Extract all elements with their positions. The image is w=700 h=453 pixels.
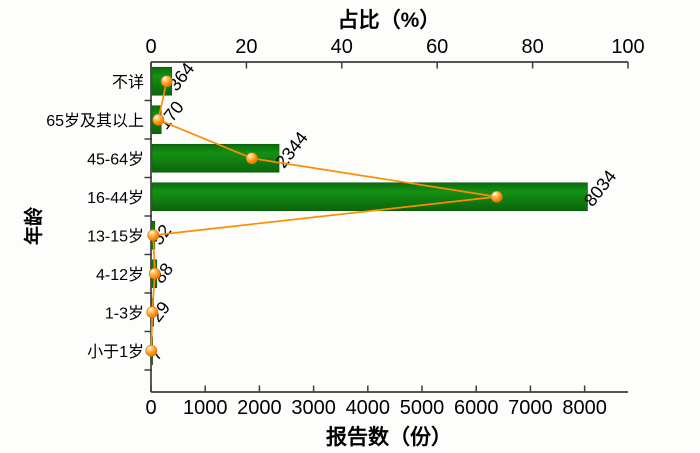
- category-label: 45-64岁: [87, 150, 144, 168]
- percentage-marker: [490, 190, 503, 203]
- top-axis-tick-label: 100: [611, 36, 644, 58]
- category-label: 不详: [112, 73, 144, 91]
- top-axis-title: 占比（%）: [338, 8, 441, 32]
- percentage-marker: [160, 75, 173, 88]
- percentage-marker: [152, 113, 165, 126]
- category-label: 4-12岁: [96, 266, 144, 284]
- left-axis-title: 年龄: [22, 206, 45, 245]
- top-axis-tick-label: 0: [145, 36, 156, 58]
- bottom-axis-tick-label: 2000: [237, 397, 282, 419]
- category-label: 65岁及其以上: [46, 112, 144, 130]
- category-label: 16-44岁: [87, 189, 144, 207]
- bottom-axis-tick-label: 4000: [346, 397, 391, 419]
- bottom-axis-title: 报告数（份）: [326, 425, 452, 449]
- percentage-marker: [147, 229, 160, 242]
- top-axis-tick-label: 20: [235, 36, 257, 58]
- top-axis-tick-label: 40: [331, 36, 353, 58]
- percentage-line: [150, 81, 497, 351]
- percentage-marker: [146, 306, 159, 319]
- percentage-marker: [145, 344, 158, 357]
- top-axis-tick-label: 60: [426, 36, 448, 58]
- bottom-axis-tick-label: 1000: [183, 397, 228, 419]
- category-label: 小于1岁: [87, 343, 144, 361]
- category-label: 1-3岁: [105, 304, 144, 322]
- bottom-axis-tick-label: 5000: [400, 397, 445, 419]
- bottom-axis-tick-label: 0: [145, 397, 156, 419]
- bottom-axis-tick-label: 3000: [291, 397, 336, 419]
- category-label: 13-15岁: [87, 227, 144, 245]
- bar: [151, 143, 280, 173]
- bar: [151, 182, 588, 212]
- top-axis-tick-label: 80: [521, 36, 543, 58]
- bottom-axis-tick-label: 7000: [508, 397, 553, 419]
- bottom-axis-tick-label: 6000: [454, 397, 499, 419]
- plot-area: 0 20 40 60 80 1000 1000 2000 3000 4000 5000 6000 700…: [46, 36, 645, 419]
- bottom-axis-tick-label: 8000: [562, 397, 607, 419]
- percentage-marker: [245, 152, 258, 165]
- percentage-marker: [148, 267, 161, 280]
